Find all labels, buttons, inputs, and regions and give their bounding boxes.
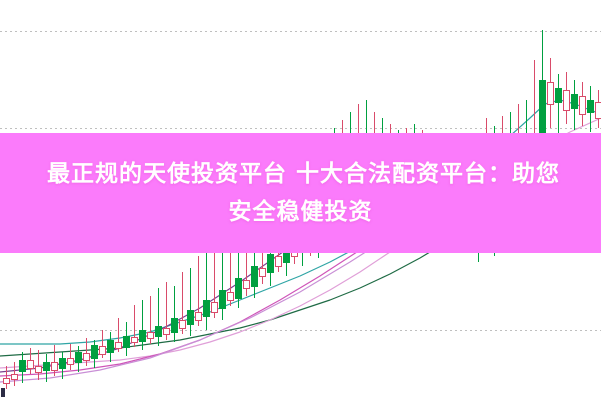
candle-23 (187, 268, 194, 336)
candle-4 (35, 350, 42, 380)
candle-body (219, 290, 226, 309)
candle-9 (75, 346, 82, 372)
candle-body (99, 346, 106, 355)
candle-71 (571, 80, 578, 130)
candle-body (563, 90, 570, 111)
candle-13 (107, 332, 114, 362)
candle-68 (547, 58, 554, 128)
candle-72 (579, 82, 586, 126)
candle-body (211, 302, 218, 313)
candle-body (187, 310, 194, 325)
candle-body (235, 278, 242, 299)
candle-24 (195, 256, 202, 326)
candle-body (163, 328, 170, 335)
candle-3 (27, 348, 34, 374)
candle-body (131, 337, 138, 343)
candle-body (19, 360, 26, 372)
candle-2 (19, 352, 26, 383)
candle-body (123, 336, 130, 348)
candle-body (227, 292, 234, 301)
candle-body (67, 358, 74, 365)
candle-body (243, 280, 250, 289)
candle-body (579, 96, 586, 115)
candle-body (251, 266, 258, 287)
candle-body (555, 88, 562, 103)
candle-body (91, 345, 98, 359)
candle-body (259, 268, 266, 277)
candle-25 (203, 252, 210, 330)
candle-body (267, 254, 274, 273)
candle-body (587, 100, 594, 113)
candle-body (203, 300, 210, 317)
candle-21 (171, 286, 178, 342)
candle-8 (67, 344, 74, 370)
candle-body (27, 360, 34, 369)
candle-body (595, 102, 601, 119)
candle-body (11, 374, 18, 380)
candle-1 (11, 362, 18, 386)
candle-12 (99, 330, 106, 358)
axis-origin-tick-icon (1, 388, 5, 397)
candle-body (43, 362, 50, 371)
candle-body (115, 342, 122, 349)
candle-body (147, 332, 154, 339)
candle-73 (587, 86, 594, 132)
candle-18 (147, 296, 154, 344)
candle-70 (563, 72, 570, 124)
candle-0 (3, 366, 10, 389)
candle-10 (83, 338, 90, 366)
candle-body (179, 320, 186, 329)
candle-19 (155, 288, 162, 346)
candle-74 (595, 90, 601, 128)
candle-body (275, 256, 282, 267)
candle-body (83, 353, 90, 361)
candle-body (155, 326, 162, 337)
candle-14 (115, 318, 122, 352)
promo-headline-line-2: 安全稳健投资 (228, 199, 373, 225)
candle-body (139, 330, 146, 342)
candle-26 (211, 240, 218, 318)
candle-69 (555, 74, 562, 136)
candle-11 (91, 340, 98, 368)
candle-body (51, 362, 58, 371)
candle-6 (51, 345, 58, 376)
candle-body (171, 318, 178, 333)
candle-body (35, 366, 42, 373)
candle-body (3, 378, 10, 384)
candle-body (75, 352, 82, 363)
promo-headline-line-1: 最正规的天使投资平台 十大合法配资平台：助您 (46, 161, 560, 187)
candle-22 (179, 272, 186, 334)
candle-body (107, 340, 114, 353)
candle-body (547, 82, 554, 105)
candle-body (571, 94, 578, 109)
candle-5 (43, 354, 50, 382)
candle-17 (139, 300, 146, 350)
candle-body (59, 358, 66, 369)
promo-banner-text: 最正规的天使投资平台 十大合法配资平台：助您 安全稳健投资 (0, 133, 601, 253)
candle-20 (163, 282, 170, 340)
candle-15 (123, 322, 130, 356)
candle-7 (59, 352, 66, 379)
candle-16 (131, 305, 138, 347)
candle-body (195, 312, 202, 321)
